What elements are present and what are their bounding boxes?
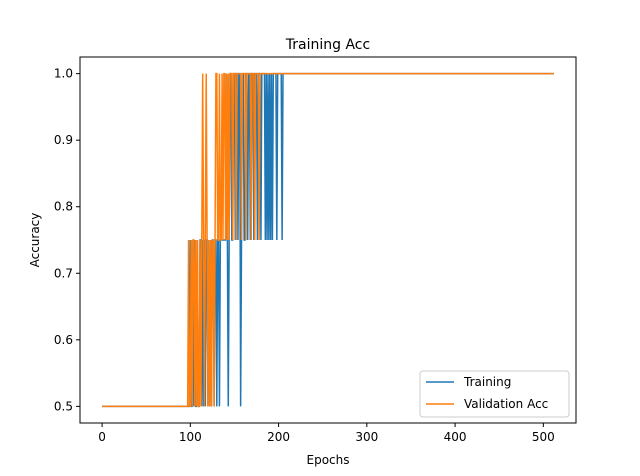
chart-title: Training Acc [285, 37, 370, 53]
legend-label-training: Training [463, 375, 511, 389]
x-tick-label: 400 [444, 430, 467, 444]
y-tick-label: 1.0 [54, 67, 73, 81]
plot-area: 0 100 200 300 400 500 0.5 0.6 0.7 0.8 0.9 1.0 [54, 56, 577, 444]
x-tick-label: 300 [355, 430, 378, 444]
x-tick-label: 100 [179, 430, 202, 444]
series-line-validation [102, 72, 554, 408]
x-axis-ticks: 0 100 200 300 400 500 [98, 423, 555, 444]
x-axis-label: Epochs [307, 453, 350, 467]
y-tick-label: 0.9 [54, 133, 73, 147]
y-axis-label: Accuracy [28, 213, 42, 268]
y-tick-label: 0.7 [54, 266, 73, 280]
y-axis-ticks: 0.5 0.6 0.7 0.8 0.9 1.0 [54, 67, 80, 413]
x-tick-label: 200 [267, 430, 290, 444]
y-tick-label: 0.5 [54, 399, 73, 413]
axes-frame [79, 56, 577, 424]
y-tick-label: 0.8 [54, 200, 73, 214]
legend: Training Validation Acc [419, 370, 570, 418]
x-tick-label: 0 [98, 430, 106, 444]
x-tick-label: 500 [532, 430, 555, 444]
legend-box [419, 370, 570, 418]
series-layer [102, 72, 554, 408]
y-tick-label: 0.6 [54, 333, 73, 347]
legend-label-validation: Validation Acc [464, 397, 548, 411]
